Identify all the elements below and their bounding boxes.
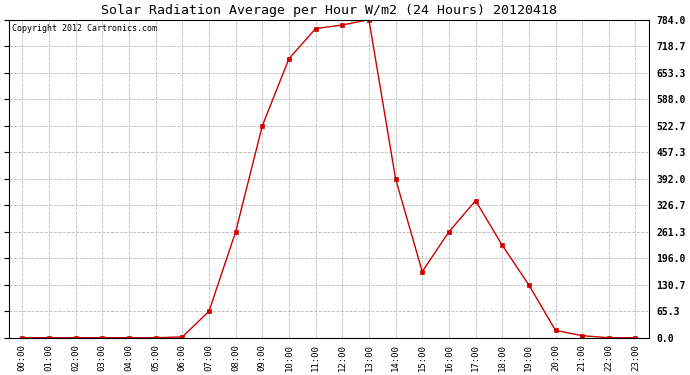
Title: Solar Radiation Average per Hour W/m2 (24 Hours) 20120418: Solar Radiation Average per Hour W/m2 (2… (101, 4, 557, 17)
Text: Copyright 2012 Cartronics.com: Copyright 2012 Cartronics.com (12, 24, 157, 33)
